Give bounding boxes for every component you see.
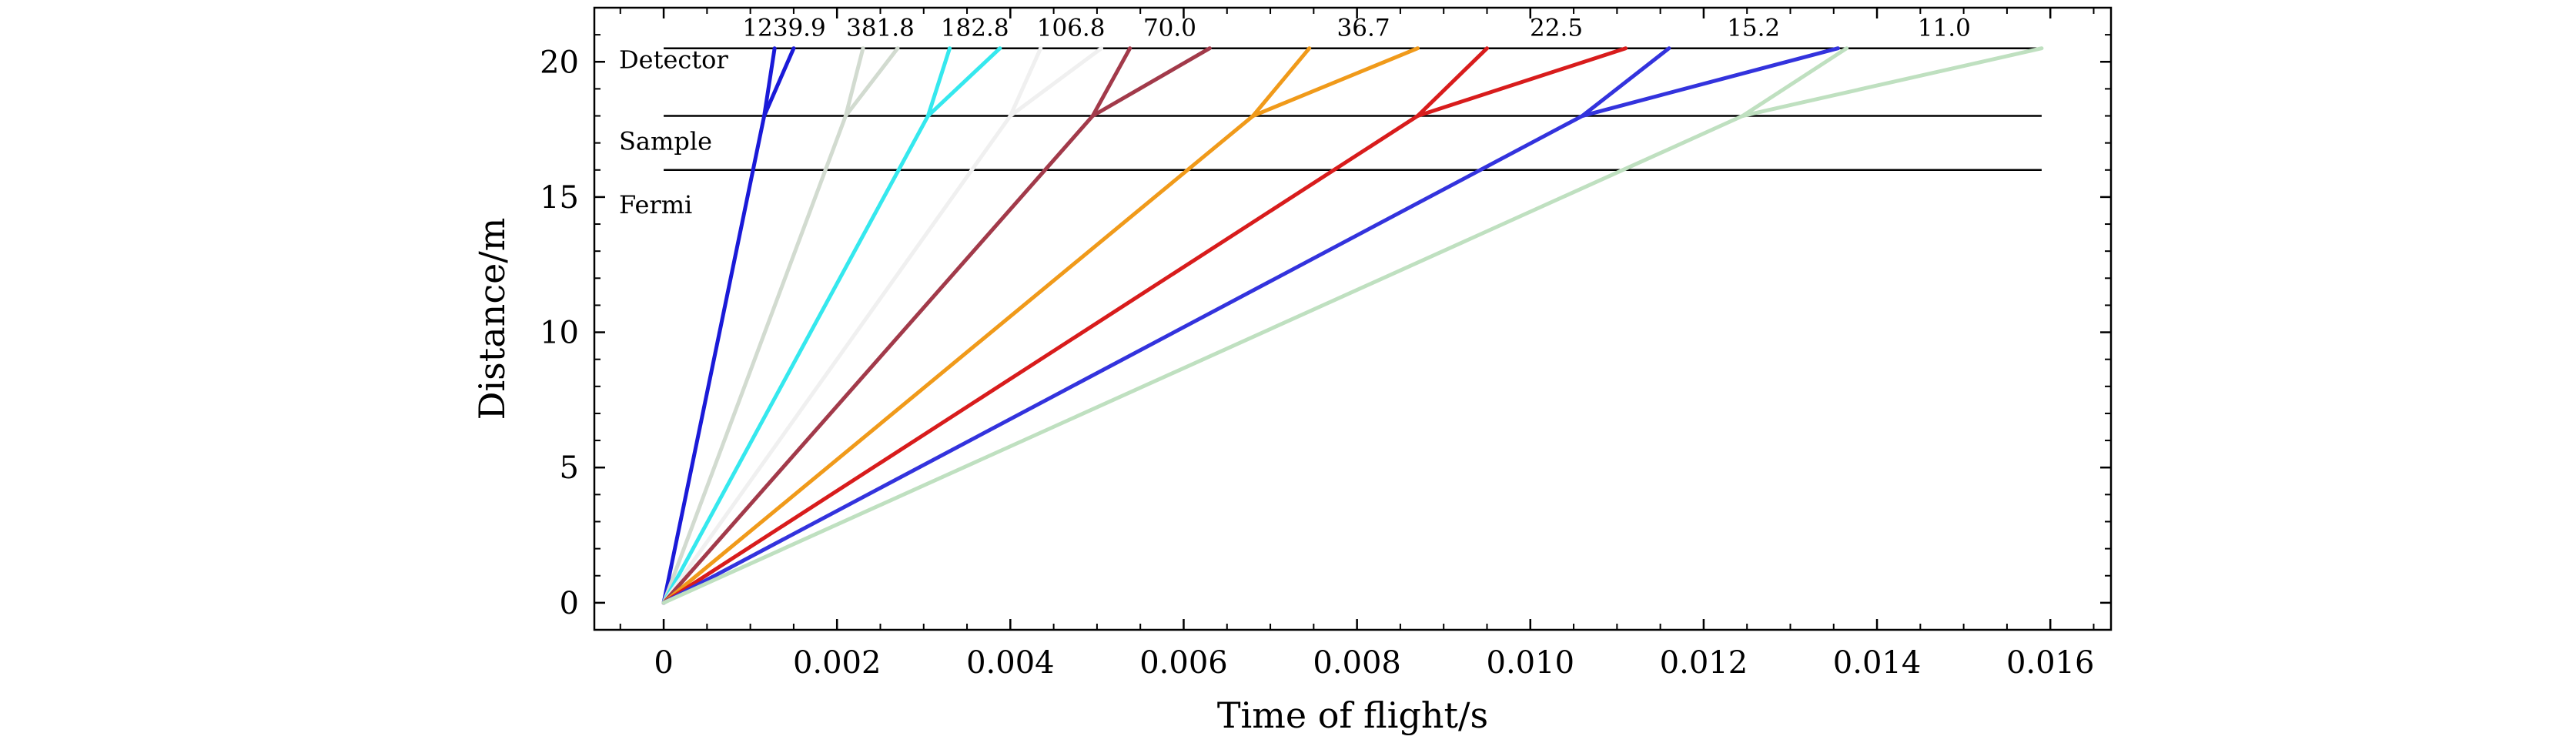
x-tick-label-0: 0: [654, 645, 673, 681]
series-branch-7-0: [1580, 46, 1671, 119]
energy-label-6: 22.5: [1530, 15, 1583, 42]
level-label-fermi: Fermi: [619, 190, 692, 219]
energy-label-1: 381.8: [846, 15, 915, 42]
series-line-6: [661, 114, 1420, 605]
series-branch-1-1: [843, 46, 900, 119]
y-tick-label-1: 5: [560, 450, 579, 486]
y-tick-label-0: 0: [560, 586, 579, 621]
series-branch-6-1: [1415, 46, 1628, 119]
x-tick-label-8: 0.016: [2006, 645, 2095, 681]
labels-layer: Detector Sample Fermi 1239.9 381.8 182.8 106.8…: [619, 15, 1971, 219]
x-tick-label-2: 0.004: [966, 645, 1055, 681]
energy-label-8: 11.0: [1918, 15, 1971, 42]
series-branch-1-0: [843, 46, 865, 119]
series-branch-5-1: [1251, 46, 1420, 119]
energy-label-2: 182.8: [941, 15, 1009, 42]
series-branch-8-0: [1741, 46, 1849, 119]
series-branch-8-1: [1741, 46, 2044, 119]
level-lines-layer: [664, 47, 2042, 172]
x-tick-label-1: 0.002: [793, 645, 882, 681]
energy-label-0: 1239.9: [742, 15, 825, 42]
energy-label-7: 15.2: [1727, 15, 1780, 42]
y-tick-label-4: 20: [540, 45, 579, 80]
series-line-8: [661, 114, 1745, 605]
series-branch-6-0: [1415, 46, 1489, 119]
series-branch-0-0: [762, 46, 777, 119]
x-tick-label-3: 0.006: [1139, 645, 1228, 681]
x-tick-label-5: 0.010: [1487, 645, 1575, 681]
series-branch-4-0: [1090, 46, 1132, 119]
series-layer: [661, 46, 2044, 605]
series-branch-3-1: [1008, 46, 1104, 119]
series-line-2: [661, 114, 930, 605]
y-tick-label-2: 10: [540, 316, 579, 351]
energy-label-4: 70.0: [1143, 15, 1196, 42]
level-label-detector: Detector: [619, 45, 728, 75]
x-tick-label-4: 0.008: [1313, 645, 1401, 681]
series-branch-7-1: [1580, 46, 1840, 119]
x-axis-title: Time of flight/s: [1217, 694, 1488, 736]
series-line-3: [661, 114, 1012, 605]
series-branch-2-0: [925, 46, 952, 119]
series-line-4: [661, 114, 1095, 605]
ticks-layer: 0 0.002 0.004 0.006 0.008 0.010 0.012 0.014 0.01…: [540, 7, 2111, 681]
y-tick-label-3: 15: [540, 180, 579, 216]
series-line-1: [661, 114, 848, 605]
series-branch-3-0: [1008, 46, 1043, 119]
series-line-0: [661, 114, 767, 605]
series-line-7: [661, 114, 1584, 605]
series-branch-5-0: [1251, 46, 1312, 119]
series-branch-4-1: [1090, 46, 1212, 119]
series-branch-2-1: [925, 46, 1002, 119]
series-line-5: [661, 114, 1256, 605]
series-branch-0-1: [762, 46, 796, 119]
plot-frame: [593, 6, 2113, 631]
plot-frame-layer: [593, 6, 2113, 631]
level-label-sample: Sample: [619, 127, 712, 156]
x-tick-label-6: 0.012: [1660, 645, 1748, 681]
energy-label-5: 36.7: [1337, 15, 1390, 42]
y-axis-title: Distance/m: [471, 218, 513, 420]
energy-label-3: 106.8: [1037, 15, 1106, 42]
x-tick-label-7: 0.014: [1833, 645, 1922, 681]
